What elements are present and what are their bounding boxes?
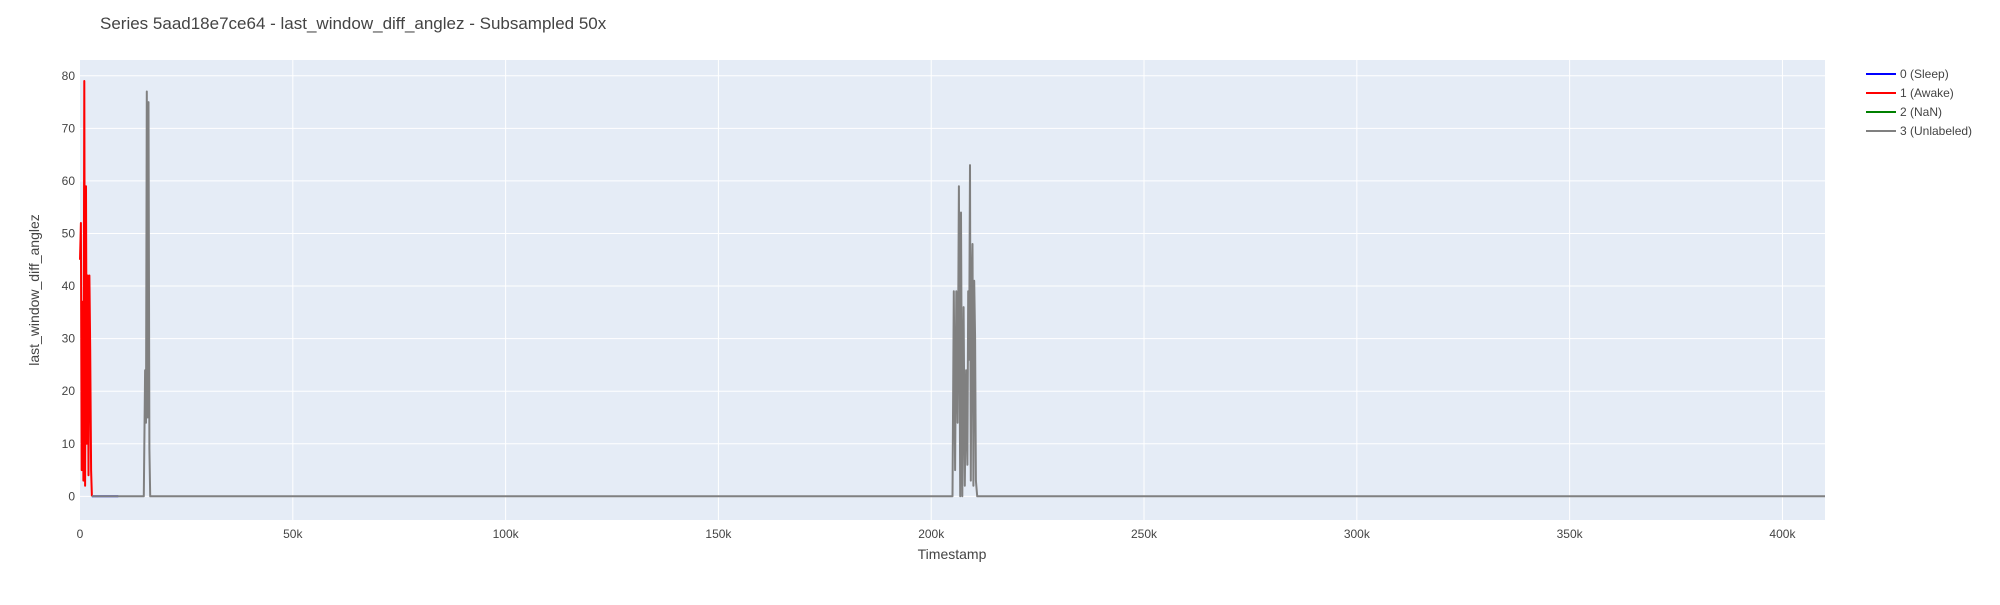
y-tick-label: 0 [68, 489, 75, 503]
series-line-3-unlabeled [91, 90, 1825, 498]
legend-label: 3 (Unlabeled) [1900, 124, 1972, 138]
y-tick-label: 20 [62, 384, 76, 398]
legend[interactable]: 0 (Sleep) 1 (Awake) 2 (NaN) 3 (Unlabeled) [1866, 67, 1972, 138]
y-tick-label: 30 [62, 332, 76, 346]
x-tick-label: 0 [77, 527, 84, 541]
chart-title: Series 5aad18e7ce64 - last_window_diff_a… [100, 14, 607, 33]
y-tick-label: 80 [62, 69, 76, 83]
x-tick-label: 100k [493, 527, 520, 541]
x-axis-label: Timestamp [918, 546, 987, 562]
y-tick-label: 50 [62, 226, 76, 240]
legend-item[interactable]: 0 (Sleep) [1866, 67, 1949, 81]
series-layer [79, 80, 1825, 498]
x-tick-label: 400k [1769, 527, 1796, 541]
y-tick-label: 70 [62, 121, 76, 135]
y-axis-label: last_window_diff_anglez [26, 214, 42, 366]
y-tick-label: 60 [62, 174, 76, 188]
x-tick-label: 200k [918, 527, 945, 541]
x-tick-label: 250k [1131, 527, 1158, 541]
x-tick-label: 350k [1557, 527, 1584, 541]
y-tick-label: 40 [62, 279, 76, 293]
x-tick-label: 50k [283, 527, 303, 541]
legend-item[interactable]: 3 (Unlabeled) [1866, 124, 1972, 138]
legend-label: 0 (Sleep) [1900, 67, 1949, 81]
legend-label: 1 (Awake) [1900, 86, 1954, 100]
legend-label: 2 (NaN) [1900, 105, 1942, 119]
x-tick-label: 300k [1344, 527, 1371, 541]
axis-ticks: 0 50k 100k 150k 200k 250k 300k 350k 400k 0 10 20 30 4… [62, 69, 1797, 541]
legend-item[interactable]: 1 (Awake) [1866, 86, 1954, 100]
series-line-1-awake [79, 80, 93, 497]
y-tick-label: 10 [62, 437, 76, 451]
legend-item[interactable]: 2 (NaN) [1866, 105, 1942, 119]
x-tick-label: 150k [705, 527, 732, 541]
